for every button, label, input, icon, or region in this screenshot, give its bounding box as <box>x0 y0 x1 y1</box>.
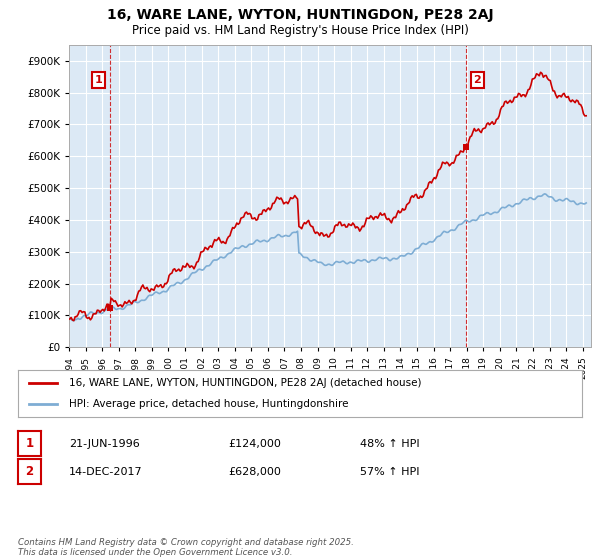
Text: 48% ↑ HPI: 48% ↑ HPI <box>360 439 419 449</box>
Text: 21-JUN-1996: 21-JUN-1996 <box>69 439 140 449</box>
Text: 2: 2 <box>25 465 34 478</box>
Text: Price paid vs. HM Land Registry's House Price Index (HPI): Price paid vs. HM Land Registry's House … <box>131 24 469 36</box>
Text: 57% ↑ HPI: 57% ↑ HPI <box>360 467 419 477</box>
Text: 14-DEC-2017: 14-DEC-2017 <box>69 467 143 477</box>
Text: £124,000: £124,000 <box>228 439 281 449</box>
Text: HPI: Average price, detached house, Huntingdonshire: HPI: Average price, detached house, Hunt… <box>69 399 348 409</box>
Text: 16, WARE LANE, WYTON, HUNTINGDON, PE28 2AJ: 16, WARE LANE, WYTON, HUNTINGDON, PE28 2… <box>107 8 493 22</box>
Text: £628,000: £628,000 <box>228 467 281 477</box>
Text: 1: 1 <box>94 75 102 85</box>
Text: 2: 2 <box>473 75 481 85</box>
Text: 16, WARE LANE, WYTON, HUNTINGDON, PE28 2AJ (detached house): 16, WARE LANE, WYTON, HUNTINGDON, PE28 2… <box>69 378 421 388</box>
Text: 1: 1 <box>25 437 34 450</box>
Text: Contains HM Land Registry data © Crown copyright and database right 2025.
This d: Contains HM Land Registry data © Crown c… <box>18 538 354 557</box>
